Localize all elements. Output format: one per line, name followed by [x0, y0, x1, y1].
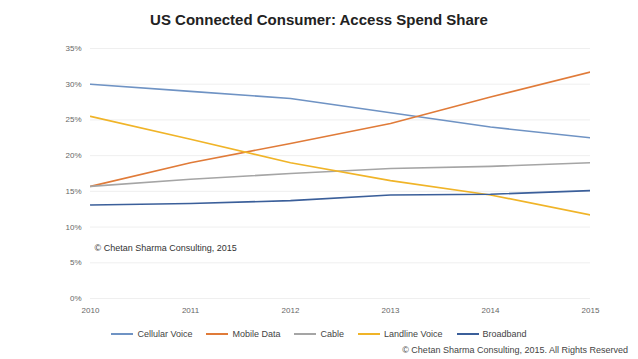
html-text:Broadband: Broadband [482, 329, 527, 339]
html-text:US Connected Consumer: Access: US Connected Consumer: Access Spend Shar… [150, 11, 488, 28]
html-text:Mobile Data: Mobile Data [232, 329, 281, 339]
svg-text:2014: 2014 [482, 306, 500, 315]
svg-text:2010: 2010 [82, 306, 100, 315]
svg-text:25%: 25% [65, 115, 81, 124]
svg-text:2012: 2012 [282, 306, 300, 315]
svg-text:30%: 30% [65, 80, 81, 89]
html-text:Cable: Cable [320, 329, 344, 339]
svg-text:15%: 15% [65, 187, 81, 196]
svg-text:2015: 2015 [582, 306, 600, 315]
html-text:© Chetan Sharma Consulting, 20: © Chetan Sharma Consulting, 2015. All Ri… [402, 345, 628, 355]
svg-text:5%: 5% [70, 258, 82, 267]
svg-text:0%: 0% [70, 294, 82, 303]
html-text:Cellular Voice: Cellular Voice [137, 329, 193, 339]
svg-text:2011: 2011 [182, 306, 200, 315]
svg-text:2013: 2013 [382, 306, 400, 315]
svg-text:35%: 35% [65, 44, 81, 53]
html-text:Landline Voice: Landline Voice [384, 329, 443, 339]
svg-text:10%: 10% [65, 223, 81, 232]
svg-text:20%: 20% [65, 151, 81, 160]
svg-text:© Chetan Sharma Consulting, 20: © Chetan Sharma Consulting, 2015 [95, 243, 237, 253]
